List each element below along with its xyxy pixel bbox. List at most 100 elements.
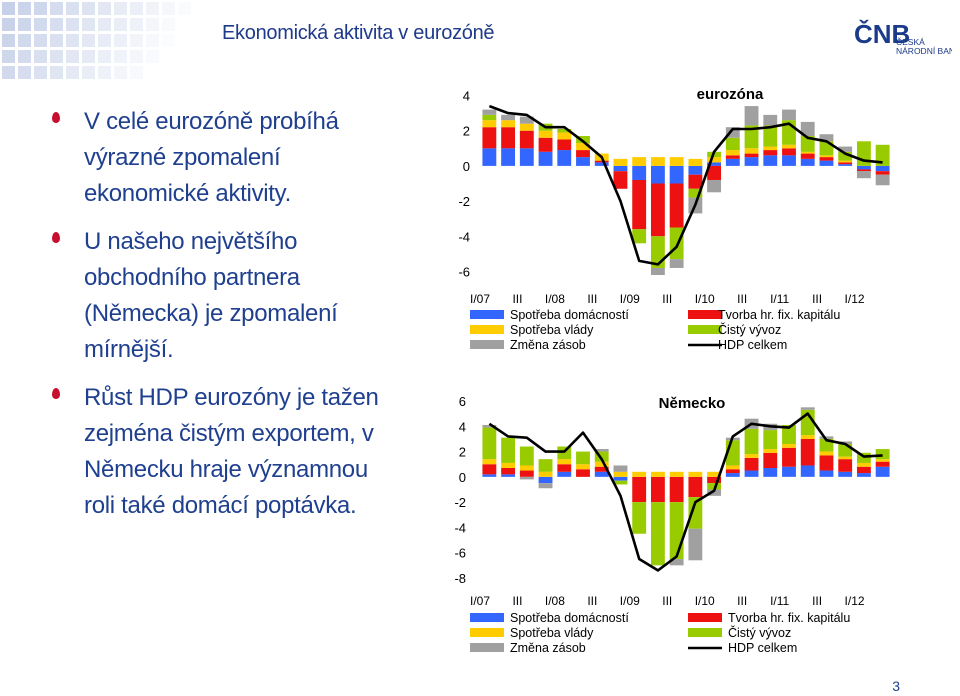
page-number: 3 (892, 678, 900, 694)
x-tick-label: III (662, 292, 672, 306)
corner-tile (82, 50, 95, 63)
bar-household (763, 155, 778, 166)
bar-net_exports (763, 430, 778, 450)
svg-text:ČNB: ČNB (854, 19, 910, 49)
bullet-text: U našeho největšího obchodního partnera … (84, 228, 338, 363)
bar-household (482, 148, 497, 166)
corner-tile (66, 50, 79, 63)
bar-fixed_capital (632, 476, 647, 503)
bar-inventories (482, 109, 497, 115)
bar-inventories (856, 171, 871, 179)
corner-tile (114, 18, 127, 31)
bar-household (856, 473, 871, 477)
bar-government (538, 471, 553, 477)
bar-household (707, 162, 722, 166)
cnb-logo-mark: ČNB ČESKÁ NÁRODNÍ BANKA (854, 19, 952, 56)
x-tick-label: I/11 (770, 292, 789, 306)
bar-fixed_capital (650, 183, 665, 237)
bar-government (744, 454, 759, 458)
bar-fixed_capital (875, 171, 890, 175)
bar-net_exports (669, 502, 684, 560)
legend-label-gdp: HDP celkem (718, 338, 787, 352)
y-tick-label: -4 (454, 520, 466, 535)
bar-fixed_capital (482, 127, 497, 149)
bar-fixed_capital (576, 150, 590, 158)
gdp-line (488, 104, 883, 266)
bar-government (538, 130, 553, 138)
bar-fixed_capital (725, 469, 740, 474)
bar-household (501, 148, 516, 166)
cnb-logo: ČNB ČESKÁ NÁRODNÍ BANKA (852, 16, 952, 64)
legend-label-government: Spotřeba vlády (510, 323, 594, 337)
bar-net_exports (576, 135, 590, 144)
legend-swatch-fixed_capital (688, 310, 722, 319)
bar-fixed_capital (669, 183, 684, 228)
legend-label-net_exports: Čistý vývoz (728, 625, 791, 640)
bar-inventories (650, 267, 665, 275)
legend-label-gdp: HDP celkem (728, 641, 797, 655)
bar-net_exports (782, 425, 796, 444)
bar-net_exports (838, 151, 853, 161)
corner-tile (98, 66, 111, 79)
bar-government (707, 157, 722, 163)
bar-government (800, 151, 815, 154)
corner-tile (2, 18, 15, 31)
bar-fixed_capital (482, 464, 497, 475)
bar-government (519, 465, 534, 471)
y-tick-label: 4 (459, 419, 466, 434)
bar-government (501, 462, 516, 469)
bar-fixed_capital (501, 468, 516, 475)
bar-fixed_capital (763, 452, 778, 469)
corner-decoration (0, 0, 200, 82)
bar-household (501, 474, 516, 477)
corner-tile (146, 34, 159, 47)
bar-inventories (800, 121, 815, 136)
bullet-item: U našeho největšího obchodního partnera … (50, 224, 390, 368)
bar-government (819, 451, 834, 456)
bullet-item: Růst HDP eurozóny je tažen zejména čistý… (50, 380, 390, 524)
bar-fixed_capital (594, 466, 609, 472)
bar-household (744, 157, 759, 166)
corner-tile (82, 2, 95, 15)
bar-fixed_capital (819, 157, 834, 161)
corner-tile (130, 66, 143, 79)
bar-government (650, 471, 665, 477)
bar-household (838, 471, 853, 477)
x-tick-label: III (587, 594, 597, 608)
x-tick-label: III (812, 594, 822, 608)
bar-household (613, 476, 628, 481)
corner-tile (82, 34, 95, 47)
bar-net_exports (875, 449, 890, 460)
bar-net_exports (725, 137, 740, 151)
bar-net_exports (538, 459, 553, 472)
x-tick-label: I/08 (545, 594, 565, 608)
bar-fixed_capital (782, 148, 796, 156)
bullet-list: V celé eurozóně probíhá výrazné zpomalen… (50, 104, 390, 536)
bar-fixed_capital (800, 153, 815, 159)
x-tick-label: III (587, 292, 597, 306)
y-tick-label: -8 (454, 571, 466, 586)
corner-tile (98, 18, 111, 31)
bar-government (688, 158, 703, 166)
bar-government (725, 465, 740, 470)
bar-household (725, 158, 740, 166)
corner-tile (130, 18, 143, 31)
bar-fixed_capital (819, 455, 834, 471)
bullet-text: V celé eurozóně probíhá výrazné zpomalen… (84, 108, 339, 207)
corner-tile (114, 50, 127, 63)
bar-household (632, 165, 647, 180)
bar-fixed_capital (650, 476, 665, 503)
bar-net_exports (576, 451, 590, 465)
bar-net_exports (650, 502, 665, 566)
bar-government (838, 160, 853, 163)
bar-net_exports (744, 428, 759, 455)
x-tick-label: III (737, 292, 747, 306)
legend-swatch-government (470, 628, 504, 637)
chart-title: Německo (659, 395, 726, 412)
bar-net_exports (482, 114, 497, 121)
x-tick-label: III (737, 594, 747, 608)
bar-government (838, 456, 853, 460)
corner-tile (66, 66, 79, 79)
bar-fixed_capital (519, 470, 534, 477)
bar-net_exports (688, 188, 703, 198)
